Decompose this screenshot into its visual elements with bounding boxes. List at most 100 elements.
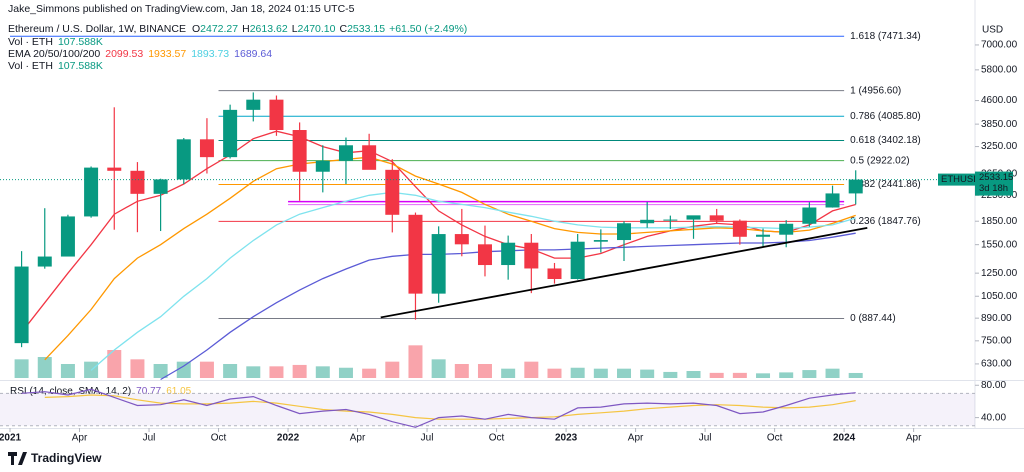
candle-body: [153, 179, 168, 194]
candle-body: [362, 145, 377, 170]
rsi-tick-label: 40.00: [981, 412, 1006, 423]
ohlc-value: 2472.27: [200, 23, 238, 35]
rsi-label: RSI (14, close, SMA, 14, 2): [10, 386, 131, 397]
candle-body: [524, 242, 539, 269]
volume-bar: [107, 350, 122, 378]
volume-bar: [385, 361, 400, 378]
ema-label: EMA 20/50/100/200: [8, 48, 100, 60]
volume-bar: [524, 361, 539, 378]
volume-bar: [153, 364, 168, 378]
candle-body: [223, 109, 238, 158]
candle-body: [802, 207, 817, 224]
volume-bar: [848, 372, 863, 378]
volume-bar: [617, 368, 632, 378]
ema-line: [44, 156, 856, 361]
volume-bar: [408, 345, 423, 378]
volume-bar: [570, 367, 585, 378]
symbol-tag: ETHUSD: [941, 174, 980, 185]
x-tick-label: 2021: [0, 433, 22, 444]
y-tick-label: 3850.00: [981, 119, 1018, 130]
y-tick-label: 4600.00: [981, 95, 1018, 106]
candle-body: [408, 214, 423, 294]
volume-bar: [501, 368, 516, 378]
candle-body: [385, 169, 400, 215]
symbol-tag-bg: [938, 173, 975, 186]
candle-body: [686, 215, 701, 220]
volume-value: 107.588K: [58, 60, 103, 72]
candle-body: [84, 167, 99, 217]
volume-bar: [779, 372, 794, 378]
fib-label: 1.618 (7471.34): [850, 31, 921, 42]
change: +61.50 (+2.49%): [389, 23, 467, 35]
candle-body: [663, 219, 678, 221]
volume-bar: [709, 372, 724, 378]
candle-body: [454, 234, 469, 245]
x-tick-label: Jul: [143, 433, 156, 444]
ohlc-label: H: [242, 23, 250, 35]
candle-body: [246, 99, 261, 110]
x-tick-label: Apr: [72, 433, 88, 444]
rsi-value: 70.77: [136, 386, 161, 397]
rsi-sma-line: [44, 394, 856, 420]
volume-label: Vol · ETH: [8, 60, 53, 72]
volume-bar: [130, 359, 145, 378]
y-tick-label: 630.00: [981, 359, 1012, 370]
ema-line: EMA 20/50/100/200 2099.53 1933.57 1893.73 16…: [8, 48, 272, 60]
volume-bar: [802, 370, 817, 378]
ema-value: 1893.73: [191, 48, 229, 60]
candle-body: [779, 223, 794, 235]
ohlc-label: C: [340, 23, 348, 35]
candle-body: [756, 234, 771, 237]
x-tick-label: 2023: [555, 433, 578, 444]
y-tick-label: 1550.00: [981, 239, 1018, 250]
ema-value: 2099.53: [105, 48, 143, 60]
rsi-band: [0, 393, 975, 426]
volume-bar: [686, 371, 701, 378]
footer-brand: TradingView: [31, 451, 102, 465]
volume-bar: [199, 361, 214, 378]
ohlc-label: O: [192, 23, 200, 35]
volume-bar: [14, 359, 29, 378]
candle-body: [315, 160, 330, 172]
volume-bar: [223, 364, 238, 378]
candle-body: [477, 244, 492, 266]
candle-body: [107, 167, 122, 171]
candle-body: [37, 256, 52, 267]
volume-bar: [477, 364, 492, 378]
x-tick-label: Apr: [906, 433, 922, 444]
candle-body: [338, 145, 353, 161]
candle-body: [825, 193, 840, 208]
volume-line: Vol · ETH 107.588K: [8, 60, 103, 72]
volume-bar: [338, 367, 353, 378]
volume-bar: [246, 366, 261, 378]
fib-label: 1 (4956.60): [850, 85, 901, 96]
candle-body: [292, 130, 307, 172]
fib-label: 0 (887.44): [850, 313, 896, 324]
candle-body: [431, 234, 446, 294]
y-tick-label: 7000.00: [981, 40, 1018, 51]
price-tag: 2533.15: [979, 172, 1013, 183]
volume-bar: [315, 366, 330, 378]
fib-label: 0.786 (4085.80): [850, 111, 921, 122]
fib-label: 0.5 (2922.02): [850, 155, 910, 166]
volume-bar: [37, 357, 52, 378]
fib-label: 0.236 (1847.76): [850, 216, 921, 227]
fib-label: 0.618 (3402.18): [850, 135, 921, 146]
currency: USD: [982, 25, 1003, 36]
rsi-tick-label: 80.00: [981, 380, 1006, 391]
rsi-sma-value: 61.05: [166, 386, 191, 397]
rsi-line: [21, 388, 856, 428]
y-tick-label: 750.00: [981, 335, 1012, 346]
rsi-legend: RSI (14, close, SMA, 14, 2) 70.77 61.05: [10, 386, 192, 397]
ohlc-value: 2613.62: [250, 23, 288, 35]
volume-bar: [292, 364, 307, 378]
candle-body: [732, 220, 747, 237]
candle-body: [501, 242, 516, 266]
fib-label: 0.382 (2441.86): [850, 179, 921, 190]
volume-bar: [269, 366, 284, 378]
volume-line: Vol · ETH 107.588K: [8, 36, 103, 48]
volume-label: Vol · ETH: [8, 36, 53, 48]
volume-bar: [362, 368, 377, 378]
candle-body: [640, 219, 655, 224]
